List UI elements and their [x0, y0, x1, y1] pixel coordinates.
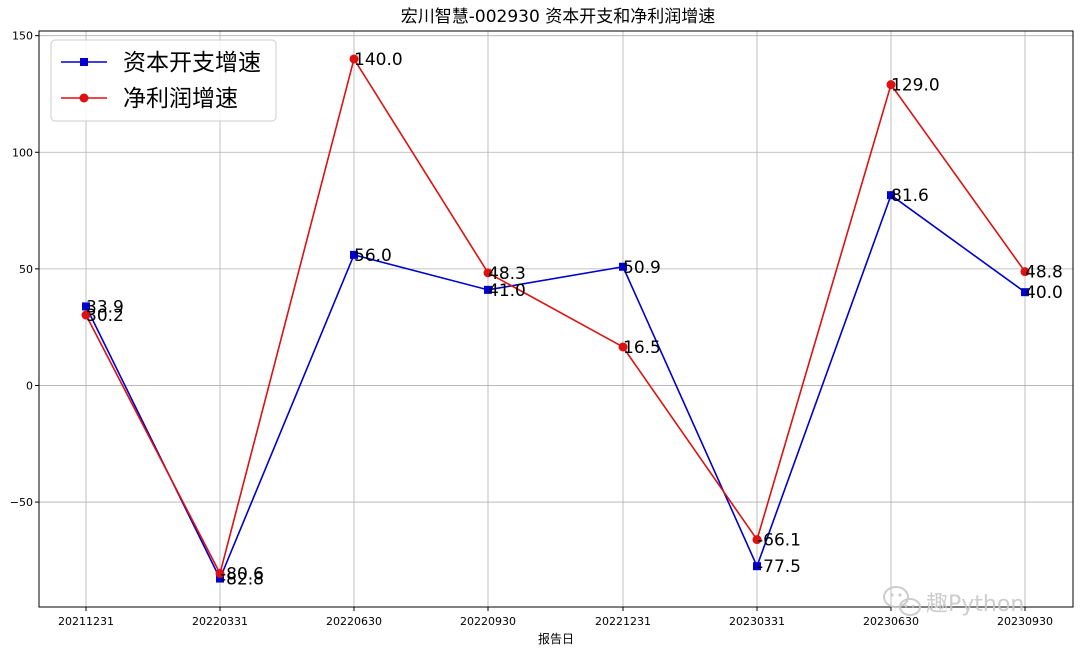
data-point-square — [1021, 288, 1029, 297]
y-tick-label: 100 — [12, 146, 33, 159]
data-point-circle — [618, 342, 628, 352]
data-label: 50.9 — [623, 258, 661, 278]
series-line-2 — [85, 56, 1026, 576]
data-label: 48.3 — [488, 264, 526, 284]
plot-area — [38, 30, 1074, 608]
data-label: 33.9 — [86, 297, 124, 317]
x-tick-label: 20211231 — [58, 615, 114, 628]
x-tick-label: 20230930 — [997, 615, 1053, 628]
data-label: 30.2 — [86, 306, 124, 326]
y-tick-label: 0 — [26, 379, 33, 392]
data-point-circle — [752, 535, 762, 545]
legend-marker-circle — [79, 93, 89, 103]
data-label: -80.6 — [220, 564, 264, 584]
x-tick-label: 20220930 — [460, 615, 516, 628]
data-point-circle — [81, 310, 91, 320]
data-point-square — [619, 262, 627, 271]
data-point-square — [484, 285, 492, 294]
data-point-circle — [349, 54, 359, 64]
data-label: -77.5 — [757, 557, 801, 577]
data-point-circle — [886, 80, 896, 90]
y-tick-label: −50 — [10, 496, 33, 509]
data-label: 81.6 — [891, 186, 929, 206]
x-tick-label: 20230630 — [863, 615, 919, 628]
watermark: 趣Python — [883, 586, 1024, 617]
series-line-1 — [85, 193, 1026, 581]
y-tick-label: 150 — [12, 30, 33, 43]
data-point-circle — [483, 268, 493, 278]
data-point-square — [82, 302, 90, 311]
data-point-square — [350, 250, 358, 259]
x-tick-label: 20230331 — [729, 615, 785, 628]
wechat-icon — [883, 586, 921, 616]
series-layer — [81, 54, 1030, 583]
data-label: -66.1 — [757, 531, 801, 551]
y-axis: −50 0 50 100 150 — [10, 30, 39, 509]
data-point-square — [753, 562, 761, 571]
x-tick-label: 20220331 — [192, 615, 248, 628]
x-axis: 20211231 20220331 20220630 20220930 20221231… — [58, 607, 1053, 628]
data-label: 129.0 — [891, 76, 940, 96]
data-label: 40.0 — [1025, 283, 1063, 303]
data-label: 140.0 — [354, 50, 403, 70]
x-tick-label: 20221231 — [595, 615, 651, 628]
data-point-square — [216, 574, 224, 583]
data-label: -82.8 — [220, 570, 264, 590]
legend-label: 净利润增速 — [123, 86, 238, 112]
data-point-circle — [215, 568, 225, 578]
data-point-circle — [1020, 267, 1030, 277]
data-labels: 33.9 -82.8 56.0 41.0 50.9 -77.5 81.6 40.0 30.2 -8… — [86, 50, 1063, 590]
watermark-text: 趣Python — [926, 592, 1024, 617]
legend-label: 资本开支增速 — [123, 50, 261, 76]
data-point-square — [887, 191, 895, 200]
y-tick-label: 50 — [19, 263, 33, 276]
data-label: 41.0 — [488, 281, 526, 301]
x-axis-label: 报告日 — [538, 631, 574, 646]
legend-marker-square — [80, 58, 88, 66]
data-label: 16.5 — [623, 338, 661, 358]
data-label: 56.0 — [354, 246, 392, 266]
legend-box — [50, 39, 277, 122]
chart-title: 宏川智慧-002930 资本开支和净利润增速 — [401, 7, 715, 27]
x-tick-label: 20220630 — [326, 615, 382, 628]
data-label: 48.8 — [1025, 263, 1063, 283]
